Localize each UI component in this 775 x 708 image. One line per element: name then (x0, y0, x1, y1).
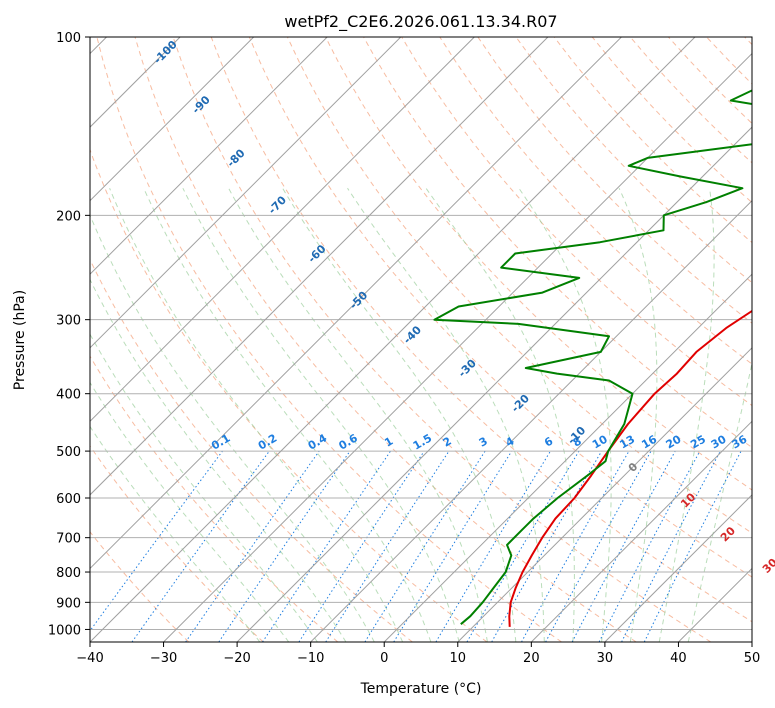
grid-lines (90, 37, 752, 642)
moist-adiabat (425, 187, 575, 642)
dry-adiabat (248, 37, 752, 578)
x-tick-label: 30 (597, 651, 614, 666)
y-tick-label: 700 (56, 532, 81, 547)
moist-adiabat (109, 188, 404, 642)
moist-adiabat (618, 187, 658, 642)
mixing-ratio-line (545, 450, 652, 642)
moist-adiabat (90, 381, 290, 642)
isotherm-line (604, 494, 752, 642)
dry-adiabat (515, 37, 752, 284)
x-tick-label: −10 (297, 651, 324, 666)
dewpoint-line (433, 89, 752, 625)
x-tick-label: 20 (523, 651, 540, 666)
profiles (433, 89, 752, 627)
moist-adiabat (182, 187, 460, 642)
dry-adiabat (401, 37, 752, 407)
temperature-line (508, 309, 752, 627)
mixing-ratio-line (298, 450, 425, 642)
dry-adiabat (96, 37, 562, 642)
moist-adiabat (687, 361, 752, 642)
y-tick-label: 900 (56, 596, 81, 611)
moist-adiabat (228, 187, 488, 642)
dry-adiabat (90, 531, 190, 642)
plot-area (90, 37, 752, 642)
dry-adiabat (90, 355, 339, 642)
isotherm-line (90, 37, 328, 275)
isotherm-line (163, 52, 752, 642)
mixing-ratio-line (262, 450, 391, 642)
x-tick-label: 50 (744, 651, 761, 666)
x-tick-label: −30 (150, 651, 177, 666)
moist-adiabat (90, 278, 347, 642)
isotherm-line (90, 37, 696, 642)
dry-adiabat (439, 37, 752, 365)
plot-frame (89, 36, 753, 643)
isotherm-line (236, 126, 752, 642)
mixing-ratio-line (325, 450, 450, 642)
x-tick-label: 10 (450, 651, 467, 666)
x-axis-title: Temperature (°C) (360, 681, 482, 697)
y-axis-title: Pressure (hPa) (12, 290, 28, 390)
moist-adiabat (90, 333, 318, 642)
y-tick-label: 600 (56, 492, 81, 507)
mixing-ratio-line (571, 450, 676, 642)
y-tick-label: 200 (56, 209, 81, 224)
dry-adiabat (210, 37, 752, 623)
moist-adiabat (518, 187, 612, 642)
dry-adiabat (90, 445, 264, 642)
mixing-ratio-line (218, 450, 351, 642)
isotherm-line (90, 37, 549, 496)
y-axis: 100 200 300 400 500 600 700 800 900 1000 (48, 31, 90, 638)
x-tick-label: 0 (380, 651, 388, 666)
mixing-ratio-line (90, 450, 223, 632)
y-tick-label: 500 (56, 445, 81, 460)
y-tick-label: 1000 (48, 623, 81, 638)
y-tick-label: 100 (56, 31, 81, 46)
moist-adiabat (90, 425, 261, 642)
isotherm-line (90, 37, 402, 349)
mixing-ratio-line (393, 450, 513, 642)
x-tick-label: −40 (76, 651, 103, 666)
mixing-ratio-line (185, 450, 320, 642)
isotherm-line (90, 37, 622, 570)
x-axis: −40 −30 −20 −10 0 10 20 30 40 50 (76, 642, 760, 666)
mixing-ratio-line (131, 450, 270, 642)
y-tick-label: 800 (56, 566, 81, 581)
isotherm-line (310, 199, 752, 642)
moist-adiabat (143, 187, 432, 642)
mixing-ratio-line (521, 450, 630, 642)
chart-title: wetPf2_C2E6.2026.061.13.34.R07 (284, 12, 557, 32)
x-tick-label: 40 (670, 651, 687, 666)
y-tick-label: 300 (56, 314, 81, 329)
moist-adiabat (347, 187, 545, 642)
dry-adiabat (90, 148, 488, 642)
y-tick-label: 400 (56, 388, 81, 403)
mixing-ratio-line (643, 450, 742, 642)
isotherm-line (90, 37, 475, 423)
isotherm-line (457, 347, 752, 642)
x-tick-label: −20 (223, 651, 250, 666)
isotherm-line (90, 37, 255, 202)
moist-adiabat (90, 213, 375, 642)
isotherm-line (383, 273, 752, 642)
isotherm-line (530, 420, 752, 642)
